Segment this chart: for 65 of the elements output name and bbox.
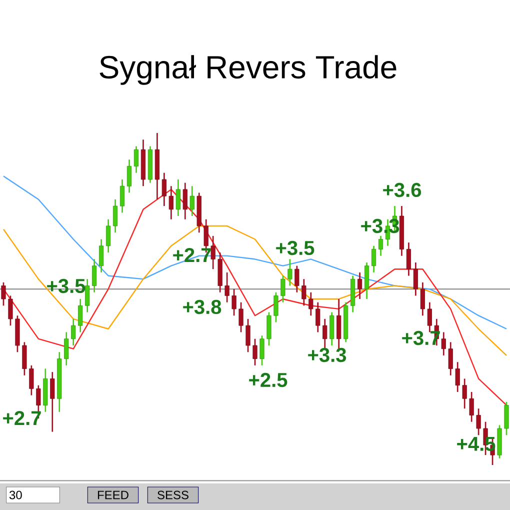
candlestick — [322, 318, 328, 350]
candlestick — [330, 312, 334, 346]
candlestick — [168, 185, 174, 220]
candlestick — [357, 272, 362, 300]
candlestick — [176, 178, 180, 217]
candlestick — [266, 312, 272, 346]
annotation: +3.5 — [276, 240, 314, 256]
candlestick — [162, 172, 166, 207]
candlestick — [99, 238, 104, 274]
candlestick — [420, 282, 425, 316]
candlestick — [302, 278, 306, 306]
candlestick — [378, 235, 384, 257]
chart-title: Sygnał Revers Trade — [100, 55, 396, 85]
candlestick — [238, 302, 244, 333]
candlestick — [134, 146, 139, 174]
text: SESS — [158, 490, 188, 500]
candlestick — [336, 298, 342, 350]
candlestick — [504, 401, 509, 436]
candlestick — [232, 288, 236, 316]
candlestick — [462, 378, 467, 410]
text: FEED — [98, 490, 128, 500]
candlestick — [92, 258, 97, 294]
annotation: +2.7 — [173, 248, 211, 262]
candlestick — [64, 332, 69, 366]
candlestick — [106, 218, 111, 254]
candlestick — [274, 292, 278, 323]
candlestick — [1, 282, 6, 306]
candlestick — [441, 332, 446, 356]
annotation: +2.5 — [249, 372, 288, 388]
candlestick — [29, 364, 34, 396]
candlestick — [85, 278, 90, 313]
candlestick — [246, 318, 250, 353]
candlestick — [50, 371, 55, 432]
candlestick — [252, 338, 258, 366]
annotation: +3.6 — [383, 182, 422, 198]
annotation: +3.3 — [308, 348, 346, 362]
candlestick — [224, 272, 230, 303]
candlestick — [8, 295, 13, 326]
candlestick — [120, 178, 125, 214]
candlestick — [280, 275, 286, 303]
candlestick — [22, 341, 27, 376]
candlestick — [260, 334, 264, 366]
candlestick — [78, 298, 83, 333]
text: 30 — [9, 490, 22, 500]
candlestick — [469, 391, 474, 423]
annotation: +2.7 — [3, 411, 41, 425]
candlestick — [112, 198, 118, 234]
candlestick — [448, 341, 453, 376]
annotation: +3.5 — [47, 278, 86, 294]
candlestick — [182, 182, 188, 220]
candlestick — [455, 361, 460, 393]
candlestick — [406, 242, 411, 276]
candlestick — [413, 262, 418, 296]
candlestick — [190, 185, 194, 217]
candlestick — [476, 408, 481, 436]
candlestick — [71, 318, 76, 346]
candlestick — [308, 292, 314, 316]
candlestick — [288, 258, 292, 286]
annotation: +3.8 — [183, 300, 222, 314]
candlestick — [126, 158, 132, 194]
candlestick — [294, 265, 300, 294]
candlestick — [371, 245, 376, 274]
candlestick — [316, 302, 320, 333]
candlestick — [364, 262, 370, 300]
candlestick — [210, 235, 216, 270]
